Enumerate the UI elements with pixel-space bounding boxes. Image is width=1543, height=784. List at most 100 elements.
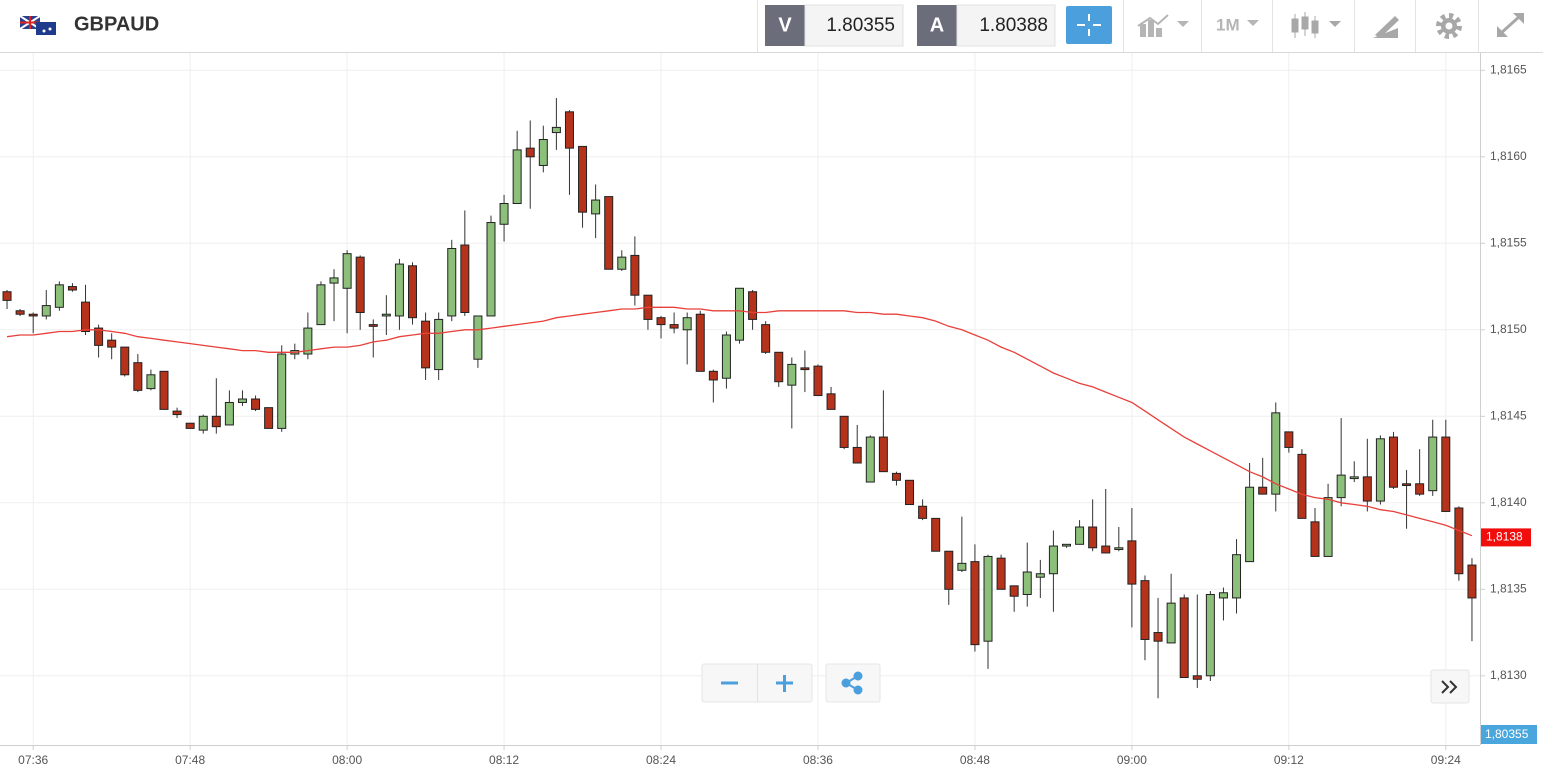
candle-body: [460, 244, 470, 313]
candle-body: [1140, 580, 1150, 640]
bid-box: [804, 4, 904, 47]
candle-body: [54, 284, 64, 308]
candle-body: [551, 126, 561, 134]
candle-body: [669, 324, 679, 329]
candle-body: [1415, 483, 1425, 495]
candle-body: [41, 305, 51, 317]
share-button[interactable]: [825, 663, 881, 703]
candle-body: [1061, 543, 1071, 547]
candle-body: [159, 370, 169, 410]
candle-body: [1075, 526, 1085, 545]
candle-body: [421, 320, 431, 369]
candle-body: [251, 398, 261, 410]
candle-body: [28, 313, 38, 317]
candle-body: [1205, 593, 1215, 677]
candle-body: [1179, 597, 1189, 679]
candle-body: [944, 550, 954, 590]
candle-body: [656, 317, 666, 326]
grid: 1,8130 1,8135 1,8140 1,8145 1,8150 1,8155 1,81…: [0, 53, 1527, 767]
candle-body: [826, 393, 836, 410]
last-price-label: 1,8138: [1486, 530, 1523, 544]
candle-body: [224, 401, 234, 426]
fullscreen-button[interactable]: [1497, 13, 1524, 37]
candle-body: [878, 436, 888, 473]
candle-body: [957, 562, 967, 571]
candle-body: [905, 479, 915, 506]
candle-body: [617, 256, 627, 270]
chart-type-button[interactable]: [1137, 14, 1189, 37]
x-tick-label: 09:00: [1117, 753, 1147, 767]
scroll-right-button[interactable]: [1430, 669, 1470, 704]
dropdown-arrow: [1247, 20, 1259, 26]
candle-body: [303, 327, 313, 355]
candle-body: [2, 291, 12, 301]
candle-body: [277, 353, 287, 429]
candle-body: [1428, 436, 1438, 492]
candle-body: [774, 351, 784, 383]
candle-body: [172, 410, 182, 416]
x-tick-label: 08:36: [803, 753, 833, 767]
candle-body: [1088, 526, 1098, 549]
candle-body: [198, 415, 208, 431]
bid-button[interactable]: [765, 5, 805, 46]
zoom-in-button[interactable]: [776, 675, 793, 692]
y-tick-label: 1,8155: [1490, 235, 1527, 249]
y-tick-label: 1,8140: [1490, 495, 1527, 509]
candle-body: [708, 370, 718, 381]
candle-body: [918, 505, 928, 519]
candle-body: [67, 286, 77, 291]
candle-body: [735, 287, 744, 341]
price-tags: 1,8138 1,80355: [1481, 528, 1537, 744]
candle-body: [1297, 453, 1307, 519]
candle-body: [721, 334, 731, 379]
candle-body: [538, 139, 548, 166]
y-tick-label: 1,8165: [1490, 62, 1527, 76]
ask-button[interactable]: [917, 5, 957, 46]
candle-body: [1022, 571, 1032, 595]
candle-body: [1349, 476, 1359, 480]
candle-style-button[interactable]: [1291, 12, 1341, 38]
candle-body: [800, 367, 810, 371]
candle-body: [1009, 585, 1019, 597]
candle-body: [447, 247, 457, 317]
candle-body: [813, 365, 823, 397]
x-tick-label: 08:12: [489, 753, 519, 767]
crosshair-button[interactable]: [1066, 6, 1112, 44]
candle-body: [564, 111, 574, 149]
y-tick-label: 1,8145: [1490, 408, 1527, 422]
flag: [19, 15, 56, 35]
candle-body: [591, 199, 601, 215]
candle-body: [512, 149, 522, 205]
candle-body: [499, 203, 509, 225]
candle-body: [316, 284, 326, 326]
candle-body: [1388, 436, 1398, 488]
candle-body: [1232, 554, 1242, 599]
candle-body: [787, 363, 797, 386]
candle-body: [355, 256, 365, 314]
y-tick-label: 1,8135: [1490, 581, 1527, 595]
candle-body: [852, 446, 862, 464]
settings-button[interactable]: [1436, 13, 1462, 39]
x-tick-label: 07:48: [175, 753, 205, 767]
candle-body: [1271, 412, 1281, 495]
timeframe-button[interactable]: 1M: [1216, 15, 1240, 34]
candle-body: [264, 407, 274, 429]
candle-body: [761, 324, 771, 353]
candle-body: [1441, 436, 1451, 512]
candle-body: [394, 263, 404, 317]
bid-letter: V: [778, 14, 792, 36]
x-tick-label: 08:24: [646, 753, 676, 767]
y-tick-label: 1,8160: [1490, 149, 1527, 163]
candle-body: [1402, 483, 1412, 486]
bid-price: 1.80355: [826, 15, 895, 36]
candle-body: [1310, 521, 1320, 557]
candle-body: [146, 374, 156, 390]
candle-body: [81, 301, 91, 333]
draw-button[interactable]: [1373, 16, 1399, 38]
scroll-right-icon: [1441, 680, 1458, 694]
candles: [2, 97, 1477, 699]
candle-body: [970, 561, 980, 646]
candle-body: [237, 398, 247, 403]
candle-body: [342, 253, 352, 289]
